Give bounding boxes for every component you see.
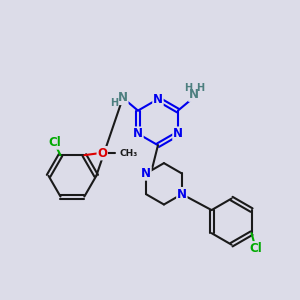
Text: N: N: [118, 92, 128, 104]
Text: N: N: [189, 88, 199, 101]
Text: H: H: [110, 98, 118, 108]
Text: N: N: [141, 167, 151, 180]
Text: H: H: [196, 83, 204, 93]
Text: Cl: Cl: [249, 242, 262, 255]
Text: Cl: Cl: [48, 136, 61, 149]
Text: N: N: [153, 93, 163, 106]
Text: N: N: [177, 188, 187, 201]
Text: N: N: [133, 127, 143, 140]
Text: CH₃: CH₃: [119, 149, 138, 158]
Text: H: H: [184, 83, 192, 93]
Text: N: N: [173, 127, 183, 140]
Text: O: O: [97, 147, 107, 160]
